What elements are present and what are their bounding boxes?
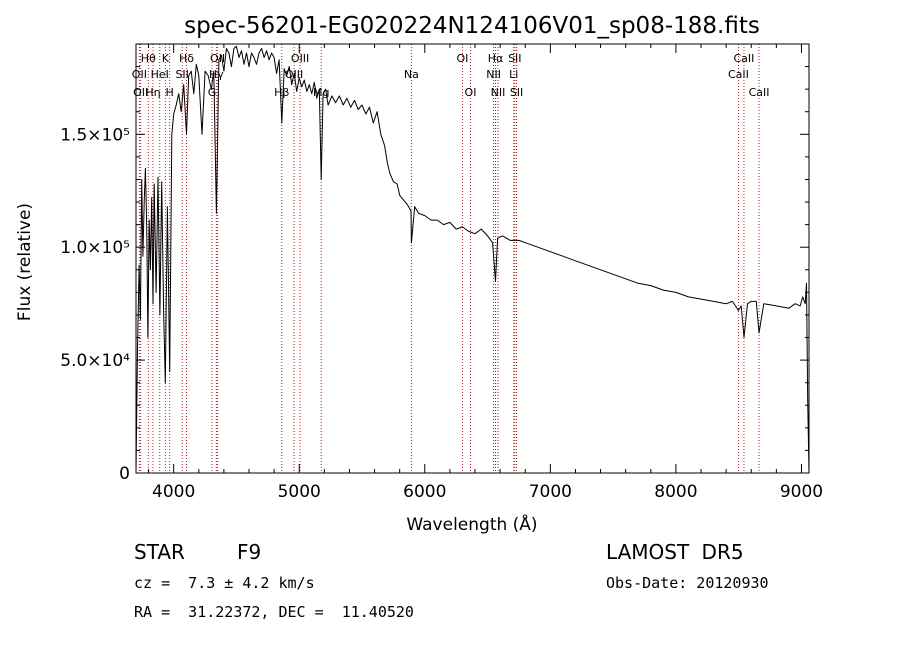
annotation-label-2: Hδ (179, 52, 194, 65)
plot-frame (135, 43, 810, 474)
annotation-label-24: OI (465, 86, 477, 99)
x-tick-label-1: 5000 (278, 482, 321, 502)
y-tick-label-0: 0 (119, 464, 130, 484)
annotation-label-26: SII (510, 86, 523, 99)
spectrum-line (135, 45, 810, 474)
annotation-label-16: Li (509, 68, 518, 81)
annotation-label-10: HeI (151, 68, 169, 81)
annotation-label-0: Hθ (141, 52, 156, 65)
annotation-label-5: OI (457, 52, 469, 65)
annotation-label-22: Hβ (274, 86, 289, 99)
redshift-text: cz = 7.3 ± 4.2 km/s (134, 574, 315, 592)
y-tick-label-2: 1.0×10⁵ (60, 238, 130, 258)
annotation-label-8: CaII (733, 52, 754, 65)
annotation-label-9: OII (132, 68, 147, 81)
y-tick-label-1: 5.0×10⁴ (60, 351, 130, 371)
annotation-label-19: Hη (145, 86, 160, 99)
y-axis-label: Flux (relative) (15, 203, 35, 321)
chart-title: spec-56201-EG020224N124106V01_sp08-188.f… (184, 13, 760, 39)
annotation-label-27: CaII (749, 86, 770, 99)
annotation-label-7: SII (508, 52, 521, 65)
x-tick-label-3: 7000 (529, 482, 572, 502)
x-tick-label-0: 4000 (152, 482, 195, 502)
annotation-label-25: NII (491, 86, 506, 99)
x-axis-label: Wavelength (Å) (406, 513, 537, 535)
obs-date: Obs-Date: 20120930 (606, 574, 769, 592)
annotation-label-1: K (162, 52, 170, 65)
object-subclass: F9 (237, 540, 262, 564)
object-class: STAR (134, 540, 185, 564)
annotation-label-17: CaII (728, 68, 749, 81)
annotation-label-6: Hα (488, 52, 504, 65)
annotation-label-11: SII (175, 68, 188, 81)
y-axis-ticks: 0 5.0×10⁴ 1.0×10⁵ 1.5×10⁵ (60, 66, 809, 484)
annotation-label-20: H (166, 86, 174, 99)
annotation-label-15: NII (486, 68, 501, 81)
annotation-label-12: Hγ (209, 68, 224, 81)
annotation-label-21: G (208, 86, 217, 99)
line-marker-group (138, 44, 760, 473)
survey-name: LAMOST DR5 (606, 540, 744, 564)
x-tick-label-4: 8000 (654, 482, 697, 502)
x-tick-label-5: 9000 (780, 482, 823, 502)
annotation-label-4: OIII (291, 52, 309, 65)
x-axis-ticks: 4000 5000 6000 7000 8000 9000 (148, 44, 823, 502)
coordinates: RA = 31.22372, DEC = 11.40520 (134, 603, 414, 621)
x-tick-label-2: 6000 (403, 482, 446, 502)
annotation-label-14: Na (404, 68, 419, 81)
y-tick-label-3: 1.5×10⁵ (60, 125, 130, 145)
